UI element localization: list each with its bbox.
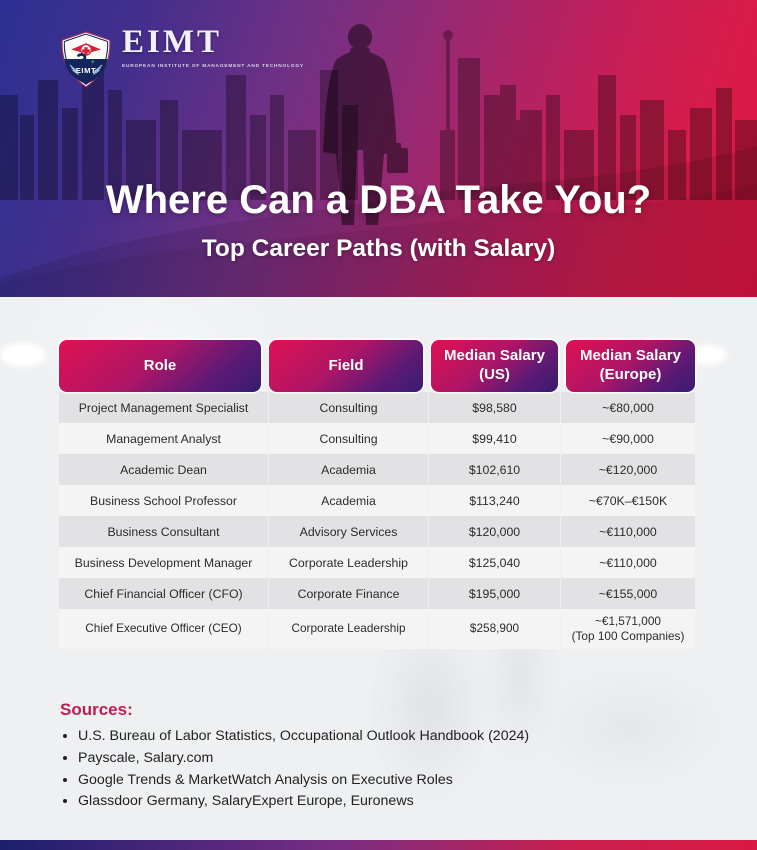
svg-text:EIMT: EIMT [76,66,97,75]
